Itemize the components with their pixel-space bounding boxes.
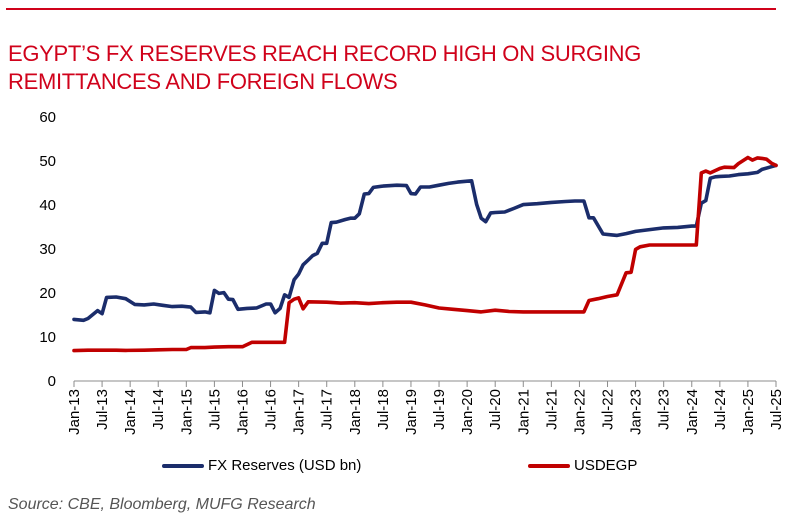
x-tick-label: Jul-20 xyxy=(487,389,504,430)
y-tick-label: 30 xyxy=(39,241,56,258)
legend-item-usdegp: USDEGP xyxy=(528,457,637,474)
y-tick-label: 50 xyxy=(39,153,56,170)
y-tick-label: 40 xyxy=(39,197,56,214)
x-tick-label: Jul-18 xyxy=(375,389,392,430)
x-tick-label: Jul-17 xyxy=(319,389,336,430)
x-tick-label: Jan-15 xyxy=(178,389,195,435)
source-note: Source: CBE, Bloomberg, MUFG Research xyxy=(8,496,316,513)
x-tick-label: Jan-17 xyxy=(291,389,308,435)
x-tick-label: Jan-19 xyxy=(403,389,420,435)
x-tick-label: Jul-14 xyxy=(150,389,167,430)
y-tick-label: 10 xyxy=(39,329,56,346)
legend-item-fx-reserves: FX Reserves (USD bn) xyxy=(162,457,361,474)
y-tick-label: 60 xyxy=(39,109,56,126)
x-tick-label: Jul-23 xyxy=(656,389,673,430)
legend-label-usdegp: USDEGP xyxy=(574,457,638,474)
chart-title-line-1: EGYPT’S FX RESERVES REACH RECORD HIGH ON… xyxy=(8,41,642,66)
x-tick-label: Jan-20 xyxy=(459,389,476,435)
x-tick-label: Jul-15 xyxy=(206,389,223,430)
x-tick-label: Jan-22 xyxy=(571,389,588,435)
series-line-usdegp xyxy=(72,155,778,353)
x-tick-label: Jan-24 xyxy=(684,389,701,435)
x-tick-label: Jan-21 xyxy=(515,389,532,435)
x-tick-label: Jul-19 xyxy=(431,389,448,430)
y-tick-label: 20 xyxy=(39,285,56,302)
x-tick-label: Jul-21 xyxy=(543,389,560,430)
x-tick-label: Jan-23 xyxy=(628,389,645,435)
x-tick-label: Jan-25 xyxy=(740,389,757,435)
x-tick-label: Jul-13 xyxy=(94,389,111,430)
chart-plot: 0 10 20 30 40 50 60 Jan-13 Jul-13 Jan-14 Jul-14 Jan… xyxy=(39,109,785,435)
x-tick-label: Jan-13 xyxy=(66,389,83,435)
legend-label-fx-reserves: FX Reserves (USD bn) xyxy=(208,457,362,474)
x-tick-label: Jul-22 xyxy=(600,389,617,430)
x-tick-label: Jul-16 xyxy=(263,389,280,430)
legend-swatch-usdegp xyxy=(528,463,570,468)
y-tick-label: 0 xyxy=(48,373,56,390)
top-rule xyxy=(6,8,776,10)
chart-legend: FX Reserves (USD bn) USDEGP xyxy=(0,457,809,479)
x-tick-label: Jul-24 xyxy=(712,389,729,430)
legend-swatch-fx-reserves xyxy=(162,463,204,468)
x-tick-label: Jan-18 xyxy=(347,389,364,435)
chart-title: EGYPT’S FX RESERVES REACH RECORD HIGH ON… xyxy=(8,40,778,96)
x-tick-label: Jan-14 xyxy=(122,389,139,435)
x-tick-label: Jan-16 xyxy=(234,389,251,435)
chart-title-line-2: REMITTANCES AND FOREIGN FLOWS xyxy=(8,69,398,94)
x-tick-label: Jul-25 xyxy=(768,389,785,430)
series-line-fx-reserves xyxy=(72,163,778,323)
